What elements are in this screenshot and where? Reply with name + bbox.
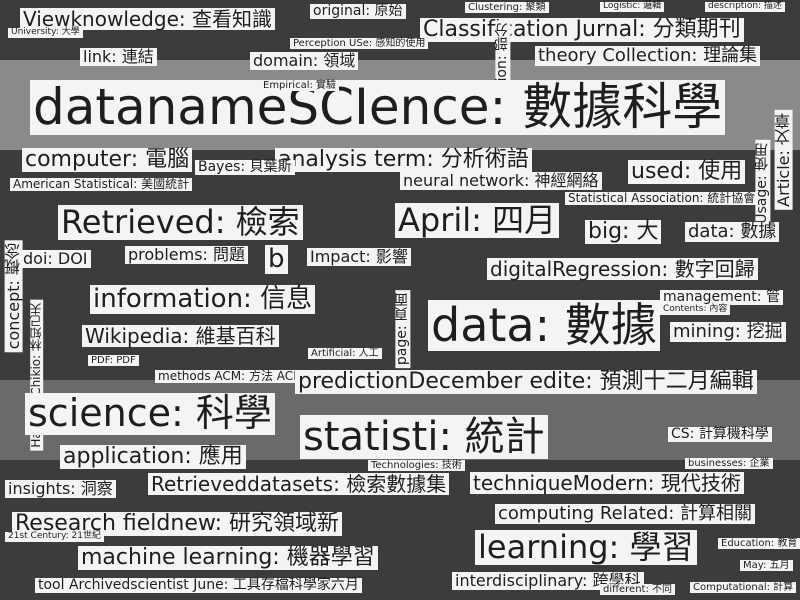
word: analysis term: 分析術語 [275, 147, 532, 173]
word: April: 四月 [395, 202, 560, 239]
word: Impact: 影響 [307, 248, 411, 266]
word: 21st Century: 21世紀 [5, 531, 105, 542]
word: May: 五月 [740, 560, 793, 571]
word: different: 不同 [600, 584, 676, 595]
word: Usage: 使用 [754, 140, 771, 227]
word: information: 信息 [90, 285, 316, 314]
word: page: 頁面 [394, 290, 411, 369]
word: theory Collection: 理論集 [535, 46, 761, 66]
word: Logistic: 邏輯 [600, 1, 665, 12]
word: Article: 文章 [774, 110, 793, 210]
word: CS: 計算機科學 [668, 426, 772, 443]
word: big: 大 [585, 219, 662, 245]
word: Education: 教育 [718, 538, 800, 549]
word: Technologies: 技術 [368, 460, 465, 471]
word: insights: 洞察 [5, 480, 116, 498]
word: neural network: 神經網絡 [400, 172, 602, 190]
word: tool Archivedscientist June: 工具存檔科學家六月 [35, 577, 362, 594]
word: original: 原始 [310, 3, 406, 20]
word: b [265, 245, 288, 274]
word: used: 使用 [628, 159, 746, 185]
word: predictionDecember edite: 預測十二月編輯 [295, 369, 757, 395]
word: data: 數據 [685, 222, 780, 242]
word: techniqueModern: 現代技術 [470, 472, 744, 494]
word: Retrieved: 檢索 [58, 204, 303, 241]
word: Retrieveddatasets: 檢索數據集 [148, 473, 450, 495]
word: Artificial: 人工 [308, 348, 382, 359]
word: Wikipedia: 維基百科 [82, 325, 279, 347]
word: description: 描述 [705, 1, 785, 12]
word: Clustering: 聚類 [465, 2, 549, 13]
word: learning: 學習 [475, 529, 697, 566]
word: computing Related: 計算相關 [495, 504, 756, 524]
word: science: 科學 [25, 392, 275, 435]
word: concept: 概念 [4, 240, 23, 353]
word: businesses: 企業 [685, 458, 773, 469]
word: management: 管 [660, 289, 783, 306]
word: mining: 挖掘 [670, 322, 786, 342]
word: Perception USe: 感知的使用 [290, 38, 429, 49]
word: statisti: 統計 [300, 415, 548, 459]
word: interdisciplinary: 跨學科 [452, 572, 644, 590]
word: Bayes: 貝葉斯 [195, 159, 295, 176]
word: link: 連結 [80, 48, 157, 66]
word: data: 數據 [428, 300, 660, 351]
word: problems: 問題 [125, 246, 249, 264]
word: Contents: 內容 [660, 304, 731, 315]
word: Viewknowledge: 查看知識 [20, 8, 275, 30]
word: datanameSCIence: 數據科學 [30, 80, 726, 135]
word: Computational: 計算 [690, 582, 797, 593]
word: Empirical: 實驗 [260, 80, 340, 91]
word: American Statistical: 美國統計 [10, 177, 193, 192]
word: domain: 領域 [250, 52, 359, 70]
word: Classification Jurnal: 分類期刊 [420, 17, 744, 43]
word: PDF: PDF [88, 355, 139, 366]
word: digitalRegression: 數字回歸 [487, 258, 758, 280]
word: University: 大學 [8, 27, 83, 38]
word: machine learning: 機器學習 [78, 545, 378, 571]
word: Statistical Association: 統計協會 [565, 191, 759, 206]
word: methods ACM: 方法 ACM [155, 369, 307, 384]
word: computer: 電腦 [22, 147, 193, 173]
word: doi: DOI [20, 250, 91, 268]
word: application: 應用 [60, 444, 246, 470]
